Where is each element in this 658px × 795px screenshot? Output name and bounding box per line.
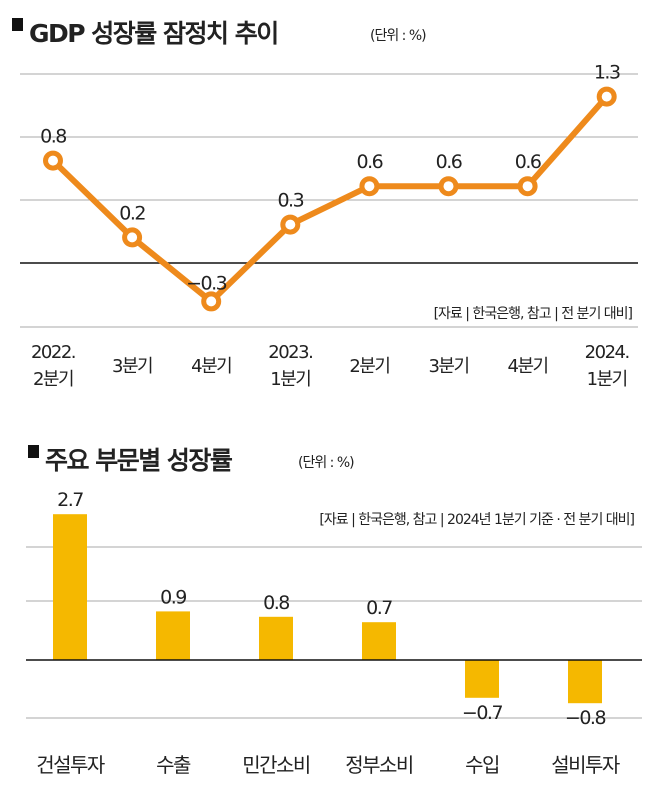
bar bbox=[53, 514, 87, 660]
bar bbox=[362, 622, 396, 660]
data-label: 0.7 bbox=[366, 597, 392, 619]
series-line bbox=[50, 94, 609, 305]
data-label: 2.7 bbox=[57, 489, 83, 511]
chart1-source: [자료 | 한국은행, 참고 | 전 분기 대비] bbox=[434, 306, 633, 322]
chart2-unit: (단위 : %) bbox=[298, 455, 354, 471]
x-tick-label: 민간소비 bbox=[242, 753, 310, 777]
data-point bbox=[43, 150, 63, 171]
data-label: 0.6 bbox=[515, 151, 541, 173]
data-point bbox=[596, 86, 617, 107]
data-label: 1.3 bbox=[594, 62, 620, 84]
data-point bbox=[438, 176, 459, 197]
chart2-title: 주요 부문별 성장률 bbox=[45, 446, 233, 475]
data-point bbox=[122, 227, 143, 248]
x-tick-label: 2023. bbox=[268, 342, 312, 363]
x-tick-label: 2024. bbox=[585, 342, 629, 363]
x-tick-label: 건설투자 bbox=[36, 753, 105, 777]
x-tick-label: 설비투자 bbox=[551, 753, 620, 777]
bar bbox=[156, 611, 190, 660]
chart1-unit: (단위 : %) bbox=[370, 28, 426, 44]
data-label: 0.2 bbox=[119, 202, 145, 224]
data-label: 0.3 bbox=[277, 190, 303, 212]
x-tick-label: 정부소비 bbox=[345, 753, 413, 777]
x-tick-label: 3분기 bbox=[112, 356, 152, 377]
data-point bbox=[517, 176, 538, 197]
data-label: 0.8 bbox=[263, 592, 289, 614]
x-tick-label: 4분기 bbox=[191, 356, 231, 377]
x-tick-label: 2분기 bbox=[33, 369, 73, 390]
bar bbox=[465, 660, 499, 698]
title-bullet-icon bbox=[28, 445, 39, 458]
data-label: 0.9 bbox=[160, 586, 186, 608]
x-tick-label: 1분기 bbox=[587, 369, 627, 390]
data-point bbox=[359, 176, 380, 197]
bar bbox=[259, 616, 293, 660]
x-tick-label: 수출 bbox=[156, 753, 191, 777]
data-label: −0.7 bbox=[462, 702, 503, 724]
title-bullet-icon bbox=[12, 18, 23, 31]
data-label: 0.6 bbox=[436, 151, 462, 173]
x-tick-label: 3분기 bbox=[428, 356, 468, 377]
data-label: 0.8 bbox=[40, 126, 66, 148]
x-tick-label: 4분기 bbox=[508, 356, 548, 377]
x-tick-label: 1분기 bbox=[270, 369, 310, 390]
data-label: −0.3 bbox=[186, 272, 227, 294]
x-tick-label: 수입 bbox=[465, 753, 499, 777]
chart2-source: [자료 | 한국은행, 참고 | 2024년 1분기 기준 · 전 분기 대비] bbox=[319, 512, 634, 528]
data-point bbox=[201, 291, 222, 312]
data-label: −0.8 bbox=[565, 707, 606, 729]
data-label: 0.6 bbox=[357, 151, 383, 173]
x-tick-label: 2022. bbox=[31, 342, 75, 363]
chart1-title: GDP 성장률 잠정치 추이 bbox=[29, 19, 278, 48]
bar bbox=[568, 660, 602, 704]
x-tick-label: 2분기 bbox=[349, 356, 389, 377]
data-point bbox=[280, 214, 301, 235]
